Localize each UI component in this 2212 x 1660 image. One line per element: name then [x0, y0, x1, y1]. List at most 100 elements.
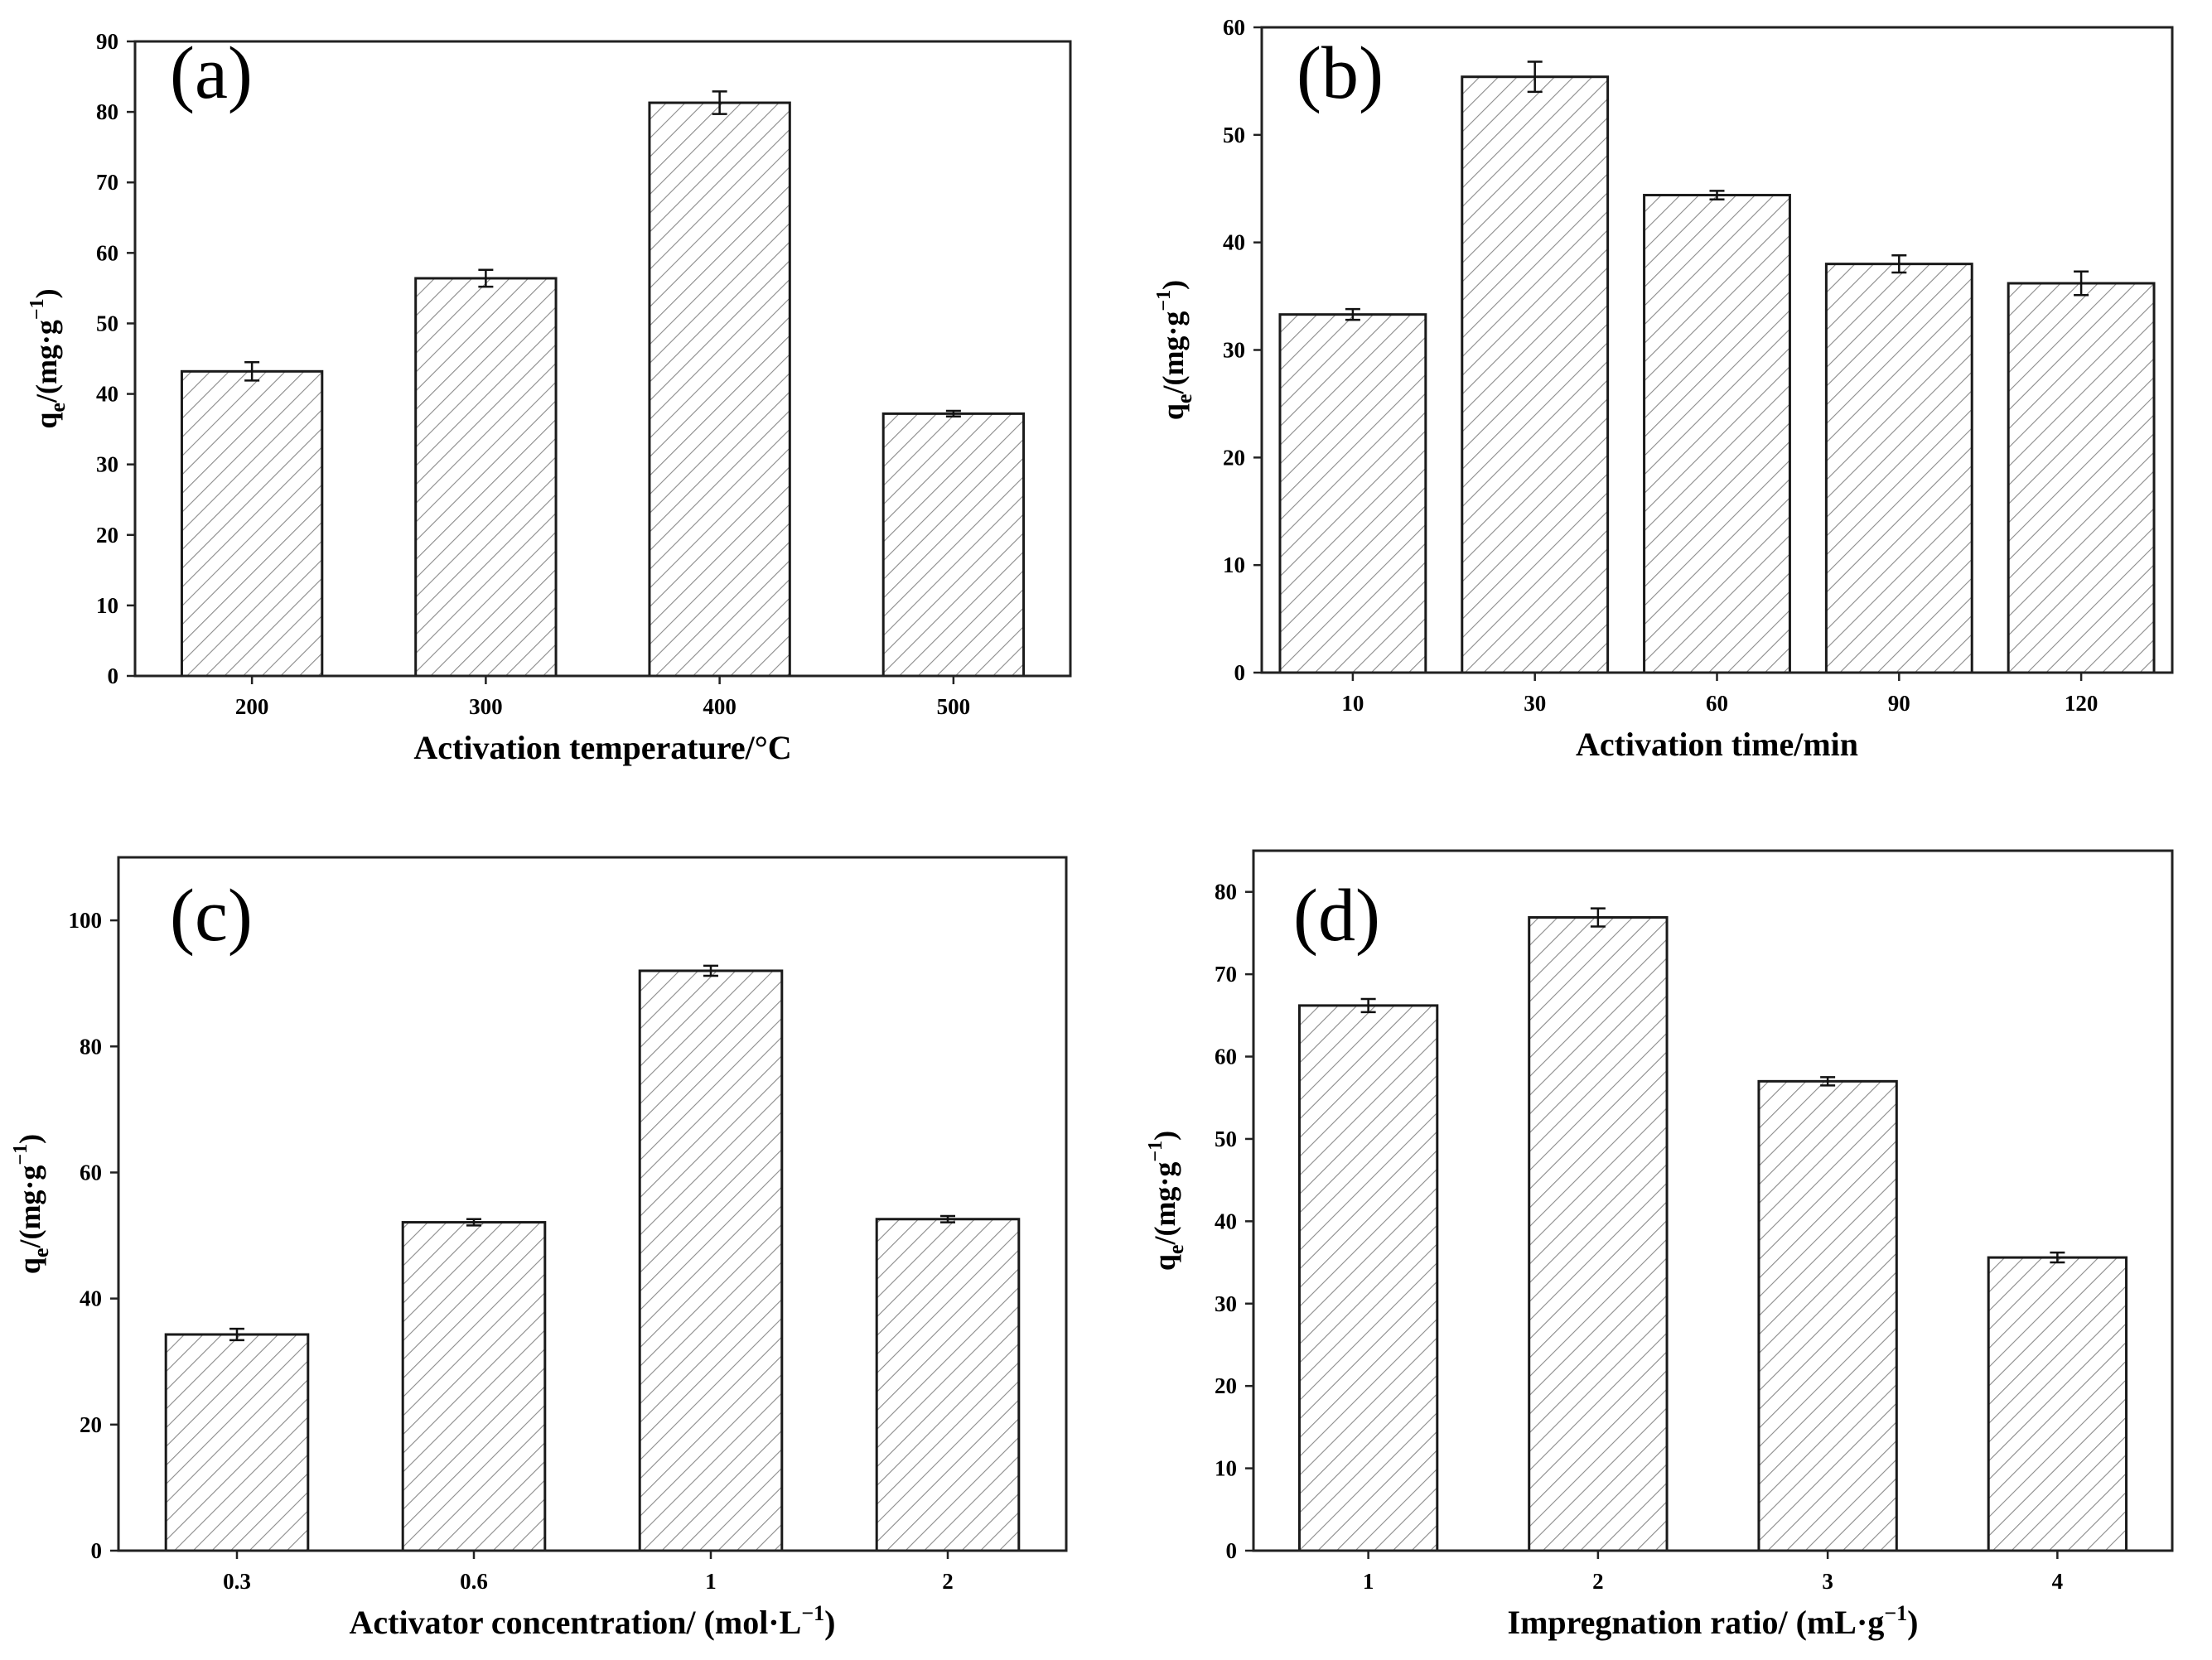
- plot-frame-a: [133, 40, 1072, 678]
- chart-panel-b: 10 30 60 90 120 0 10 20 30 40 50 60 (b) Activation ti…: [1153, 15, 2174, 763]
- error-bar-a-200: [244, 361, 260, 382]
- y-tick-label-d: 40: [1215, 1209, 1237, 1233]
- bar-d-1: [1297, 1004, 1439, 1552]
- error-bar-c-0.6: [466, 1218, 481, 1227]
- x-tick-label-c: 0.3: [223, 1569, 251, 1594]
- x-axis-label-d: Impregnation ratio/ (mL·g−1): [1508, 1601, 1919, 1641]
- error-bar-c-2: [940, 1214, 955, 1223]
- bar-b-120: [2007, 282, 2156, 674]
- y-axis-label-c: qe/(mg·g−1): [10, 1134, 53, 1274]
- y-tick-label-d: 10: [1215, 1456, 1237, 1481]
- y-tick-label-b: 0: [1234, 660, 1246, 685]
- y-tick-label-a: 70: [96, 170, 118, 195]
- x-tick-label-a: 200: [235, 694, 269, 719]
- error-bar-a-500: [945, 409, 961, 418]
- y-tick-label-c: 40: [80, 1286, 102, 1311]
- y-tick-label-b: 10: [1223, 553, 1245, 577]
- y-tick-label-c: 20: [80, 1412, 102, 1437]
- x-tick-label-a: 400: [703, 694, 737, 719]
- bar-c-0.6: [401, 1221, 547, 1552]
- error-bar-a-400: [712, 90, 727, 115]
- error-bar-d-4: [2050, 1251, 2065, 1264]
- y-tick-label-c: 80: [80, 1034, 102, 1059]
- y-tick-label-a: 30: [96, 452, 118, 477]
- x-tick-label-c: 0.6: [460, 1569, 488, 1594]
- y-tick-label-d: 60: [1215, 1045, 1237, 1069]
- x-tick-label-a: 300: [469, 694, 503, 719]
- y-axis-label-d: qe/(mg·g−1): [1145, 1131, 1188, 1271]
- x-tick-label-a: 500: [937, 694, 971, 719]
- bar-b-30: [1461, 75, 1610, 674]
- y-tick-label-b: 60: [1223, 15, 1245, 40]
- x-tick-label-b: 10: [1341, 691, 1364, 716]
- panel-label-d: (d): [1293, 875, 1380, 957]
- x-tick-label-d: 3: [1822, 1569, 1833, 1594]
- bar-d-4: [1987, 1256, 2128, 1552]
- error-bar-d-3: [1820, 1076, 1836, 1087]
- error-bar-a-300: [478, 268, 494, 288]
- y-tick-label-b: 50: [1223, 123, 1245, 147]
- y-tick-label-d: 0: [1226, 1538, 1238, 1563]
- x-tick-label-d: 2: [1592, 1569, 1604, 1594]
- y-tick-label-c: 0: [91, 1538, 103, 1563]
- x-tick-label-b: 30: [1524, 691, 1546, 716]
- panel-label-b: (b): [1297, 32, 1384, 114]
- bar-b-60: [1643, 194, 1791, 674]
- panel-label-c: (c): [170, 875, 253, 957]
- y-tick-label-a: 10: [96, 593, 118, 618]
- x-axis-label-b: Activation time/min: [1576, 726, 1858, 763]
- y-tick-label-a: 50: [96, 311, 118, 335]
- x-tick-label-b: 60: [1706, 691, 1728, 716]
- x-tick-label-d: 4: [2052, 1569, 2064, 1594]
- bar-b-10: [1278, 313, 1427, 674]
- y-tick-label-a: 40: [96, 382, 118, 407]
- plot-frame-d: [1252, 849, 2174, 1552]
- y-tick-label-a: 20: [96, 523, 118, 548]
- bar-a-200: [180, 369, 324, 678]
- bar-a-300: [414, 277, 558, 678]
- plot-frame-b: [1260, 26, 2174, 674]
- x-axis-label-a: Activation temperature/°C: [413, 729, 791, 766]
- y-tick-label-a: 80: [96, 99, 118, 124]
- bar-d-3: [1757, 1079, 1898, 1552]
- bar-a-500: [881, 412, 1026, 678]
- bar-c-2: [875, 1218, 1021, 1552]
- x-tick-label-d: 1: [1363, 1569, 1374, 1594]
- y-axis-label-b: qe/(mg·g−1): [1153, 280, 1196, 420]
- x-axis-label-c: Activator concentration/ (mol·L−1): [350, 1601, 836, 1641]
- bar-c-1: [638, 969, 784, 1552]
- x-tick-label-b: 90: [1888, 691, 1910, 716]
- y-tick-label-d: 80: [1215, 880, 1237, 905]
- y-tick-label-b: 30: [1223, 338, 1245, 363]
- error-bar-b-90: [1891, 253, 1907, 274]
- x-tick-label-c: 2: [942, 1569, 954, 1594]
- panel-label-a: (a): [170, 32, 253, 114]
- error-bar-d-2: [1590, 907, 1606, 928]
- bar-b-90: [1824, 263, 1973, 674]
- x-tick-label-c: 1: [705, 1569, 717, 1594]
- error-bar-c-0.3: [229, 1327, 244, 1342]
- y-tick-label-a: 0: [108, 664, 119, 688]
- y-tick-label-c: 60: [80, 1160, 102, 1185]
- y-tick-label-a: 60: [96, 240, 118, 265]
- error-bar-d-1: [1360, 997, 1376, 1014]
- y-tick-label-b: 40: [1223, 230, 1245, 255]
- bar-d-2: [1528, 916, 1669, 1552]
- y-tick-label-d: 50: [1215, 1127, 1237, 1151]
- plot-frame-c: [117, 856, 1068, 1552]
- error-bar-b-10: [1345, 307, 1360, 321]
- y-tick-label-d: 70: [1215, 962, 1237, 987]
- bar-c-0.3: [164, 1333, 310, 1552]
- y-tick-label-d: 20: [1215, 1373, 1237, 1398]
- y-tick-label-c: 100: [69, 908, 103, 933]
- error-bar-c-1: [703, 964, 718, 977]
- y-tick-label-a: 90: [96, 29, 118, 54]
- y-tick-label-d: 30: [1215, 1291, 1237, 1316]
- y-tick-label-b: 20: [1223, 445, 1245, 470]
- chart-panel-a: 200 300 400 500 0 10 20 30 40 50 60 70 80 90 (a) Activa…: [27, 29, 1072, 766]
- error-bar-b-60: [1709, 190, 1725, 200]
